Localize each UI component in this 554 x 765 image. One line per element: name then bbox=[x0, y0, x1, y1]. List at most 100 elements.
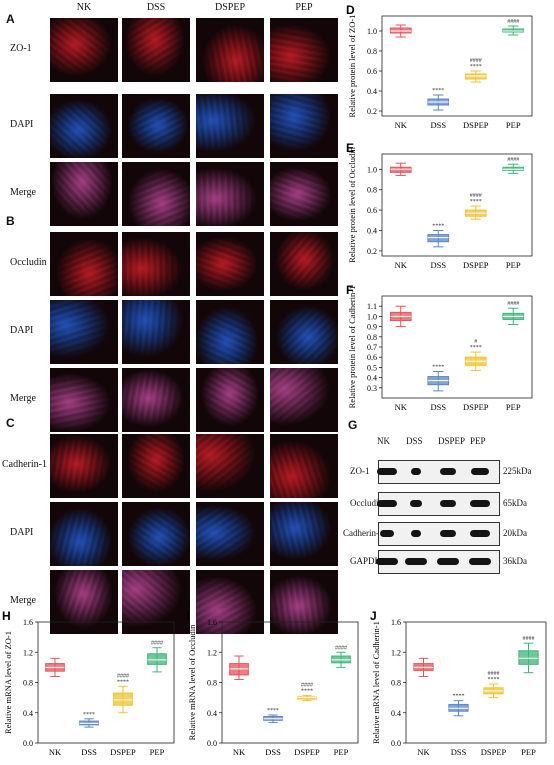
x-tick-label-pep: PEP bbox=[150, 747, 165, 757]
significance-label: **** bbox=[488, 677, 500, 683]
y-tick-label: 1.0 bbox=[367, 165, 377, 174]
row-label-cadherin-1: Cadherin-1 bbox=[2, 459, 47, 470]
y-axis-label: Relative mRNA level of Cadherin-1 bbox=[371, 621, 381, 744]
significance-label: #### bbox=[301, 682, 313, 688]
blot-band bbox=[440, 500, 456, 507]
column-header-dspep: DSPEP bbox=[214, 2, 245, 13]
micrograph-a-red-dspep bbox=[196, 18, 264, 82]
significance-label: **** bbox=[470, 64, 482, 70]
blot-band bbox=[377, 468, 397, 475]
x-tick-label-nk: NK bbox=[395, 260, 408, 270]
plot-frame bbox=[381, 295, 533, 399]
x-tick-label-dss: DSS bbox=[451, 747, 467, 757]
x-tick-label-dspep: DSPEP bbox=[463, 402, 489, 412]
micrograph-a-blue-dss bbox=[122, 94, 190, 158]
box-dspep bbox=[113, 692, 133, 706]
row-label-dapi: DAPI bbox=[10, 527, 34, 538]
boxplot-i: I 0.0 0.4 0.8 1.2 1.6 Relative mRNA level of O… bbox=[186, 610, 359, 757]
blot-band bbox=[410, 500, 422, 507]
y-tick-label: 0.6 bbox=[367, 206, 377, 215]
y-tick-label: 0.3 bbox=[367, 384, 377, 393]
blot-band bbox=[411, 530, 421, 537]
micrograph-b-merge-dss bbox=[122, 368, 190, 432]
significance-label: #### bbox=[488, 671, 500, 677]
micrograph-b-blue-nk bbox=[50, 300, 118, 364]
significance-label: **** bbox=[117, 679, 129, 685]
row-label-zo-1: ZO-1 bbox=[10, 43, 32, 54]
x-tick-label-pep: PEP bbox=[334, 747, 349, 757]
row-label-merge: Merge bbox=[10, 393, 36, 404]
blot-kda-zo-1: 225kDa bbox=[503, 466, 532, 476]
y-tick-label: 1.6 bbox=[207, 618, 217, 627]
y-tick-label: 0.4 bbox=[367, 87, 377, 96]
x-tick-label-nk: NK bbox=[49, 747, 62, 757]
row-label-merge: Merge bbox=[10, 187, 36, 198]
micrograph-c-merge-dspep bbox=[196, 570, 264, 634]
significance-label: **** bbox=[83, 712, 95, 718]
blot-kda-gapdh: 36kDa bbox=[503, 556, 527, 566]
plot-frame bbox=[381, 15, 533, 117]
y-tick-label: 0.0 bbox=[207, 739, 217, 748]
row-label-occludin: Occludin bbox=[10, 257, 47, 268]
y-tick-label: 1.0 bbox=[367, 312, 377, 321]
significance-label: **** bbox=[432, 364, 444, 370]
y-tick-label: 0.5 bbox=[367, 363, 377, 372]
y-tick-label: 1.6 bbox=[391, 618, 401, 627]
significance-label: #### bbox=[523, 636, 535, 642]
y-tick-label: 0.4 bbox=[391, 709, 401, 718]
panel-label-g: G bbox=[348, 418, 358, 432]
micrograph-c-merge-dss bbox=[122, 570, 190, 634]
significance-label: **** bbox=[470, 199, 482, 205]
significance-label: #### bbox=[507, 301, 519, 307]
blot-protein-gapdh: GAPDH bbox=[350, 556, 382, 566]
plot-frame bbox=[221, 621, 359, 744]
x-tick-label-dspep: DSPEP bbox=[294, 747, 320, 757]
blot-lane-nk: NK bbox=[377, 436, 390, 446]
x-tick-label-dss: DSS bbox=[430, 260, 446, 270]
y-tick-label: 0.8 bbox=[207, 679, 217, 688]
micrograph-c-blue-dss bbox=[122, 502, 190, 566]
box-pep bbox=[147, 653, 167, 665]
micrograph-c-blue-pep bbox=[270, 502, 338, 566]
micrograph-b-merge-nk bbox=[50, 368, 118, 432]
blot-band bbox=[440, 468, 456, 475]
micrograph-c-red-pep bbox=[270, 434, 338, 498]
significance-label: **** bbox=[432, 88, 444, 94]
y-axis-label: Relative protein level of Occludin bbox=[347, 146, 357, 262]
y-axis-label: Relative protein level of ZO-1 bbox=[347, 15, 357, 118]
micrograph-c-red-dss bbox=[122, 434, 190, 498]
y-tick-label: 0.2 bbox=[367, 107, 377, 116]
y-tick-label: 1.0 bbox=[367, 27, 377, 36]
blot-lane-dss: DSS bbox=[406, 436, 423, 446]
x-tick-label-nk: NK bbox=[395, 120, 408, 130]
x-tick-label-pep: PEP bbox=[506, 120, 521, 130]
blot-band bbox=[405, 558, 427, 565]
y-tick-label: 0.9 bbox=[367, 323, 377, 332]
x-tick-label-pep: PEP bbox=[521, 747, 536, 757]
y-tick-label: 1.2 bbox=[23, 648, 33, 657]
micrograph-a-blue-dspep bbox=[196, 94, 264, 158]
micrograph-a-merge-nk bbox=[50, 162, 118, 226]
micrograph-a-red-dss bbox=[122, 18, 190, 82]
column-header-pep: PEP bbox=[295, 2, 313, 13]
x-tick-label-nk: NK bbox=[417, 747, 430, 757]
micrograph-a-blue-nk bbox=[50, 94, 118, 158]
x-tick-label-dspep: DSPEP bbox=[110, 747, 136, 757]
blot-lane-dspep: DSPEP bbox=[438, 436, 466, 446]
panel-label-e: E bbox=[346, 142, 354, 155]
blot-kda-occludin: 65kDa bbox=[503, 498, 527, 508]
y-tick-label: 0.8 bbox=[23, 679, 33, 688]
blot-band bbox=[470, 530, 490, 537]
x-tick-label-dss: DSS bbox=[430, 120, 446, 130]
y-tick-label: 0.6 bbox=[367, 67, 377, 76]
panel-label-h: H bbox=[2, 610, 11, 623]
micrograph-a-merge-dss bbox=[122, 162, 190, 226]
panel-label-f: F bbox=[346, 284, 353, 297]
y-tick-label: 0.2 bbox=[367, 247, 377, 256]
y-tick-label: 0.8 bbox=[391, 679, 401, 688]
micrograph-c-merge-nk bbox=[50, 570, 118, 634]
x-tick-label-dss: DSS bbox=[430, 402, 446, 412]
blot-lane-pep: PEP bbox=[470, 436, 486, 446]
micrograph-a-blue-pep bbox=[270, 94, 338, 158]
boxplot-h: H 0.0 0.4 0.8 1.2 1.6 Relative mRNA level of Z… bbox=[2, 610, 175, 757]
